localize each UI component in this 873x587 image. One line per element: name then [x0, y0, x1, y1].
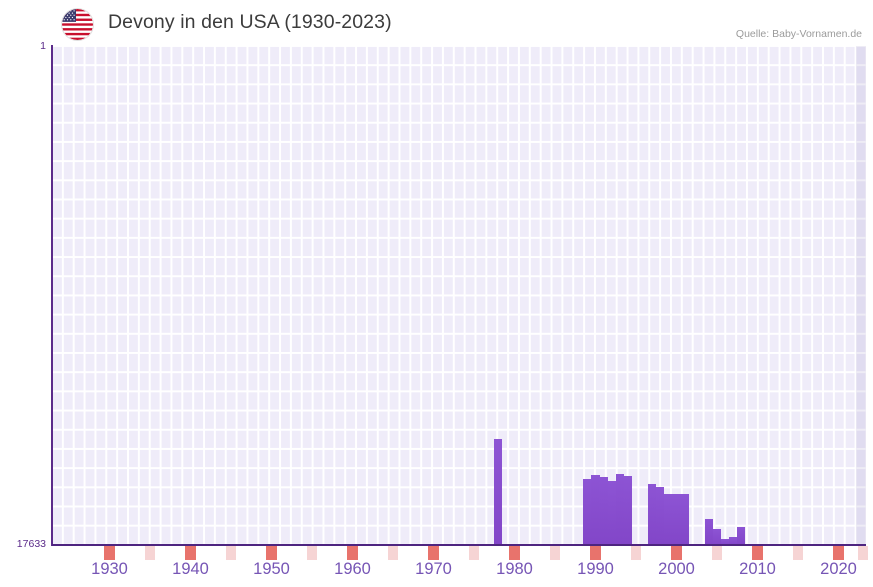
bar: [680, 493, 689, 545]
bar: [591, 475, 600, 545]
bar: [720, 538, 730, 545]
x-tick-mark: [104, 546, 115, 560]
bar: [664, 493, 673, 545]
x-axis-tick-label: 1930: [91, 560, 128, 578]
bar: [704, 518, 714, 545]
x-axis-tick-marks: [52, 546, 869, 560]
x-axis-line: [52, 544, 866, 546]
x-tick-mark: [671, 546, 682, 560]
bar: [599, 477, 608, 545]
bar: [656, 486, 665, 545]
bar: [494, 439, 503, 545]
bar: [712, 529, 722, 545]
x-axis-tick-labels: 1930 1940 1950 1960 1970 1980 1990 2000 2010 2020: [0, 560, 873, 586]
plot-area: [52, 46, 866, 545]
bar: [615, 473, 624, 545]
bar: [737, 526, 746, 545]
us-flag-icon: [62, 9, 93, 40]
bar-series: [52, 46, 866, 545]
x-axis-tick-label: 2000: [658, 560, 695, 578]
page-title: Devony in den USA (1930-2023): [108, 11, 392, 33]
x-tick-mark: [630, 546, 642, 560]
bar: [583, 478, 592, 545]
chart-header: Devony in den USA (1930-2023) Quelle: Ba…: [0, 0, 873, 46]
x-tick-mark: [347, 546, 358, 560]
bar: [729, 537, 738, 545]
x-tick-mark: [225, 546, 237, 560]
x-tick-mark: [266, 546, 277, 560]
x-tick-mark: [144, 546, 156, 560]
y-axis-tick-bottom: 17633: [16, 538, 46, 550]
x-axis-tick-label: 1940: [172, 560, 209, 578]
x-axis-tick-label: 1950: [253, 560, 290, 578]
x-axis-tick-label: 1980: [496, 560, 533, 578]
x-axis-tick-label: 1960: [334, 560, 371, 578]
bar: [623, 475, 633, 545]
y-axis-tick-top: 1: [40, 40, 46, 52]
bar: [607, 480, 616, 545]
bar: [672, 493, 681, 545]
x-tick-mark: [857, 546, 869, 560]
x-tick-mark: [792, 546, 804, 560]
bar: [648, 483, 657, 545]
x-tick-mark: [306, 546, 318, 560]
x-tick-mark: [387, 546, 399, 560]
x-tick-mark: [185, 546, 196, 560]
x-tick-mark: [468, 546, 480, 560]
y-axis-line: [51, 45, 53, 546]
x-tick-mark: [752, 546, 763, 560]
x-tick-mark: [509, 546, 520, 560]
x-tick-mark: [428, 546, 439, 560]
x-tick-mark: [833, 546, 844, 560]
x-axis-tick-label: 1990: [577, 560, 614, 578]
source-attribution: Quelle: Baby-Vornamen.de: [735, 28, 862, 40]
x-tick-mark: [549, 546, 561, 560]
x-axis-tick-label: 2010: [739, 560, 776, 578]
x-axis-tick-label: 1970: [415, 560, 452, 578]
x-tick-mark: [590, 546, 601, 560]
x-axis-tick-label: 2020: [820, 560, 857, 578]
x-tick-mark: [711, 546, 723, 560]
